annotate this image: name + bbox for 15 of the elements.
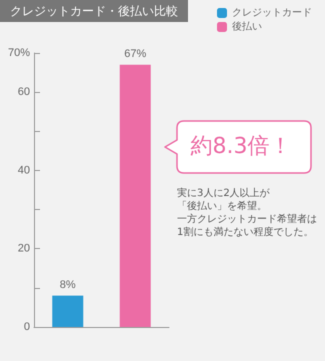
- legend-label: 後払い: [232, 20, 262, 32]
- text: 約8.3倍！: [190, 133, 292, 161]
- text: 実に3人に2人以上が: [177, 187, 271, 200]
- y-tick-label: 40: [18, 164, 30, 176]
- y-tick-label: 20: [18, 242, 30, 255]
- y-tick-label: 60: [18, 86, 30, 98]
- text: 1割にも満たない程度でした。: [177, 226, 314, 239]
- data-label: 8%: [60, 279, 76, 292]
- y-tick-label: 70%: [8, 47, 30, 59]
- text: 一方クレジットカード希望者は: [177, 213, 318, 226]
- data-label: 67%: [124, 48, 146, 60]
- text: 「後払い」を希望。: [177, 200, 268, 213]
- y-tick-label: 0: [24, 321, 30, 333]
- chart-title: クレジットカード・後払い比較: [10, 4, 178, 18]
- legend-label: クレジットカード: [232, 8, 312, 18]
